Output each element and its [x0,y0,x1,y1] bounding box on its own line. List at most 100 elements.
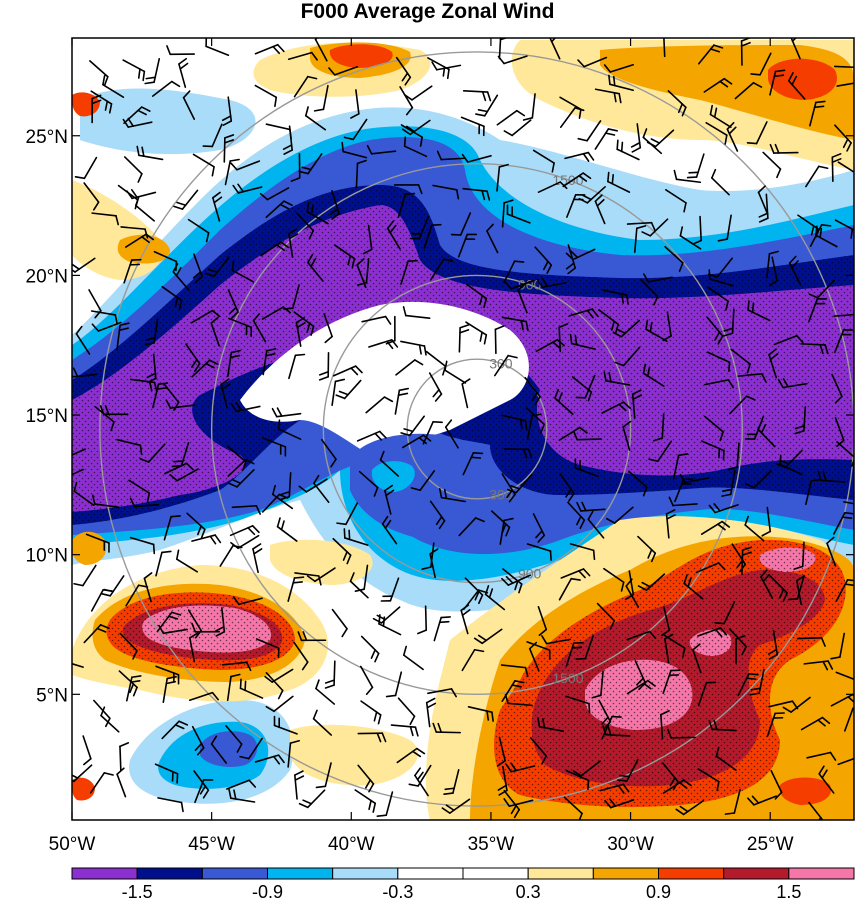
wind-barb [563,796,583,820]
wind-barb [642,363,665,387]
wind-barb [376,791,394,817]
wind-barb [129,536,156,555]
wind-barb [313,474,330,504]
wind-barb [537,717,564,732]
wind-barb [558,323,569,353]
lat-tick-label: 5°N [36,685,68,706]
wind-barb [724,788,741,815]
wind-barb [91,494,120,508]
wind-barb [577,120,602,142]
wind-barb [835,671,854,681]
wind-barb [74,156,98,180]
wind-barb [662,669,681,695]
wind-barb [674,478,694,503]
wind-barb [315,762,332,789]
wind-barb [397,697,416,726]
wind-barb [721,469,736,497]
wind-barb [122,117,153,128]
wind-barb [464,577,484,605]
legend-swatch [201,867,268,880]
wind-barb [727,442,740,471]
wind-barb [559,96,582,119]
wind-barb [673,169,702,184]
wind-barb [239,737,263,760]
wind-barb [484,585,506,611]
wind-barb [750,52,772,76]
wind-barb [814,225,838,248]
legend-label: 0.9 [646,882,671,900]
wind-barb [537,605,548,637]
wind-barb [324,660,336,689]
wind-barb [429,500,446,530]
wind-barb [766,712,785,737]
wind-barb [221,96,233,127]
wind-barb [136,145,164,161]
wind-barb [129,378,158,392]
wind-barb [466,283,488,308]
wind-barb [134,196,155,222]
legend-label: -1.5 [122,882,153,900]
wind-barb [232,183,263,194]
wind-barb [717,214,732,242]
wind-barb [574,458,599,478]
color-legend: -1.5 -0.9 -0.3 0.3 0.9 1.5 [71,867,855,900]
wind-barb [414,767,429,797]
wind-barb [462,90,492,102]
wind-barb [354,789,377,813]
wind-barb [817,470,846,483]
wind-barb [697,627,728,638]
wind-barb [188,691,219,702]
wind-barb [486,223,499,254]
wind-barb [496,109,526,126]
wind-barb [461,153,492,163]
wind-barb [697,681,717,707]
wind-barb [526,543,552,561]
lat-tick-label: 25°N [26,127,68,148]
wind-barb [220,378,231,409]
wind-barb [204,256,230,277]
wind-barb [260,241,290,257]
wind-barb [430,258,454,281]
wind-barb [806,751,837,761]
range-ring-label: 300 [489,487,513,503]
wind-barb [475,94,499,117]
wind-barb [272,484,294,510]
wind-barb [431,61,462,71]
wind-barb [746,121,768,145]
wind-barb [190,309,221,324]
wind-barb [565,244,577,275]
wind-barb [259,187,290,201]
wind-barb [766,250,779,279]
wind-barb [496,163,509,192]
wind-barb [836,82,854,87]
legend-swatch [658,867,725,880]
wind-barb [102,75,125,99]
wind-barb [662,779,692,794]
wind-barb [355,159,367,189]
red-region [779,777,831,805]
wind-barb [726,121,739,152]
wind-barb [603,371,631,386]
wind-barbs [72,38,854,820]
wind-barb [91,94,102,124]
wind-barb [664,245,684,273]
wind-barb [271,407,302,418]
wind-barb [288,228,299,259]
wind-barb [90,588,113,612]
cyan-region [371,461,415,492]
wind-barb [176,549,199,573]
wind-barb [350,89,360,119]
wind-barb [441,798,471,814]
wind-barb [221,661,252,672]
wind-barb [711,168,730,196]
legend-swatch [397,867,464,880]
range-ring [322,274,632,584]
wind-barb [228,317,253,338]
wind-barb [768,348,779,379]
range-ring-label: 1500 [552,172,583,188]
wind-barb [343,528,369,546]
wind-barb [524,376,541,406]
wind-barb [403,85,433,101]
wind-barb [122,59,146,82]
